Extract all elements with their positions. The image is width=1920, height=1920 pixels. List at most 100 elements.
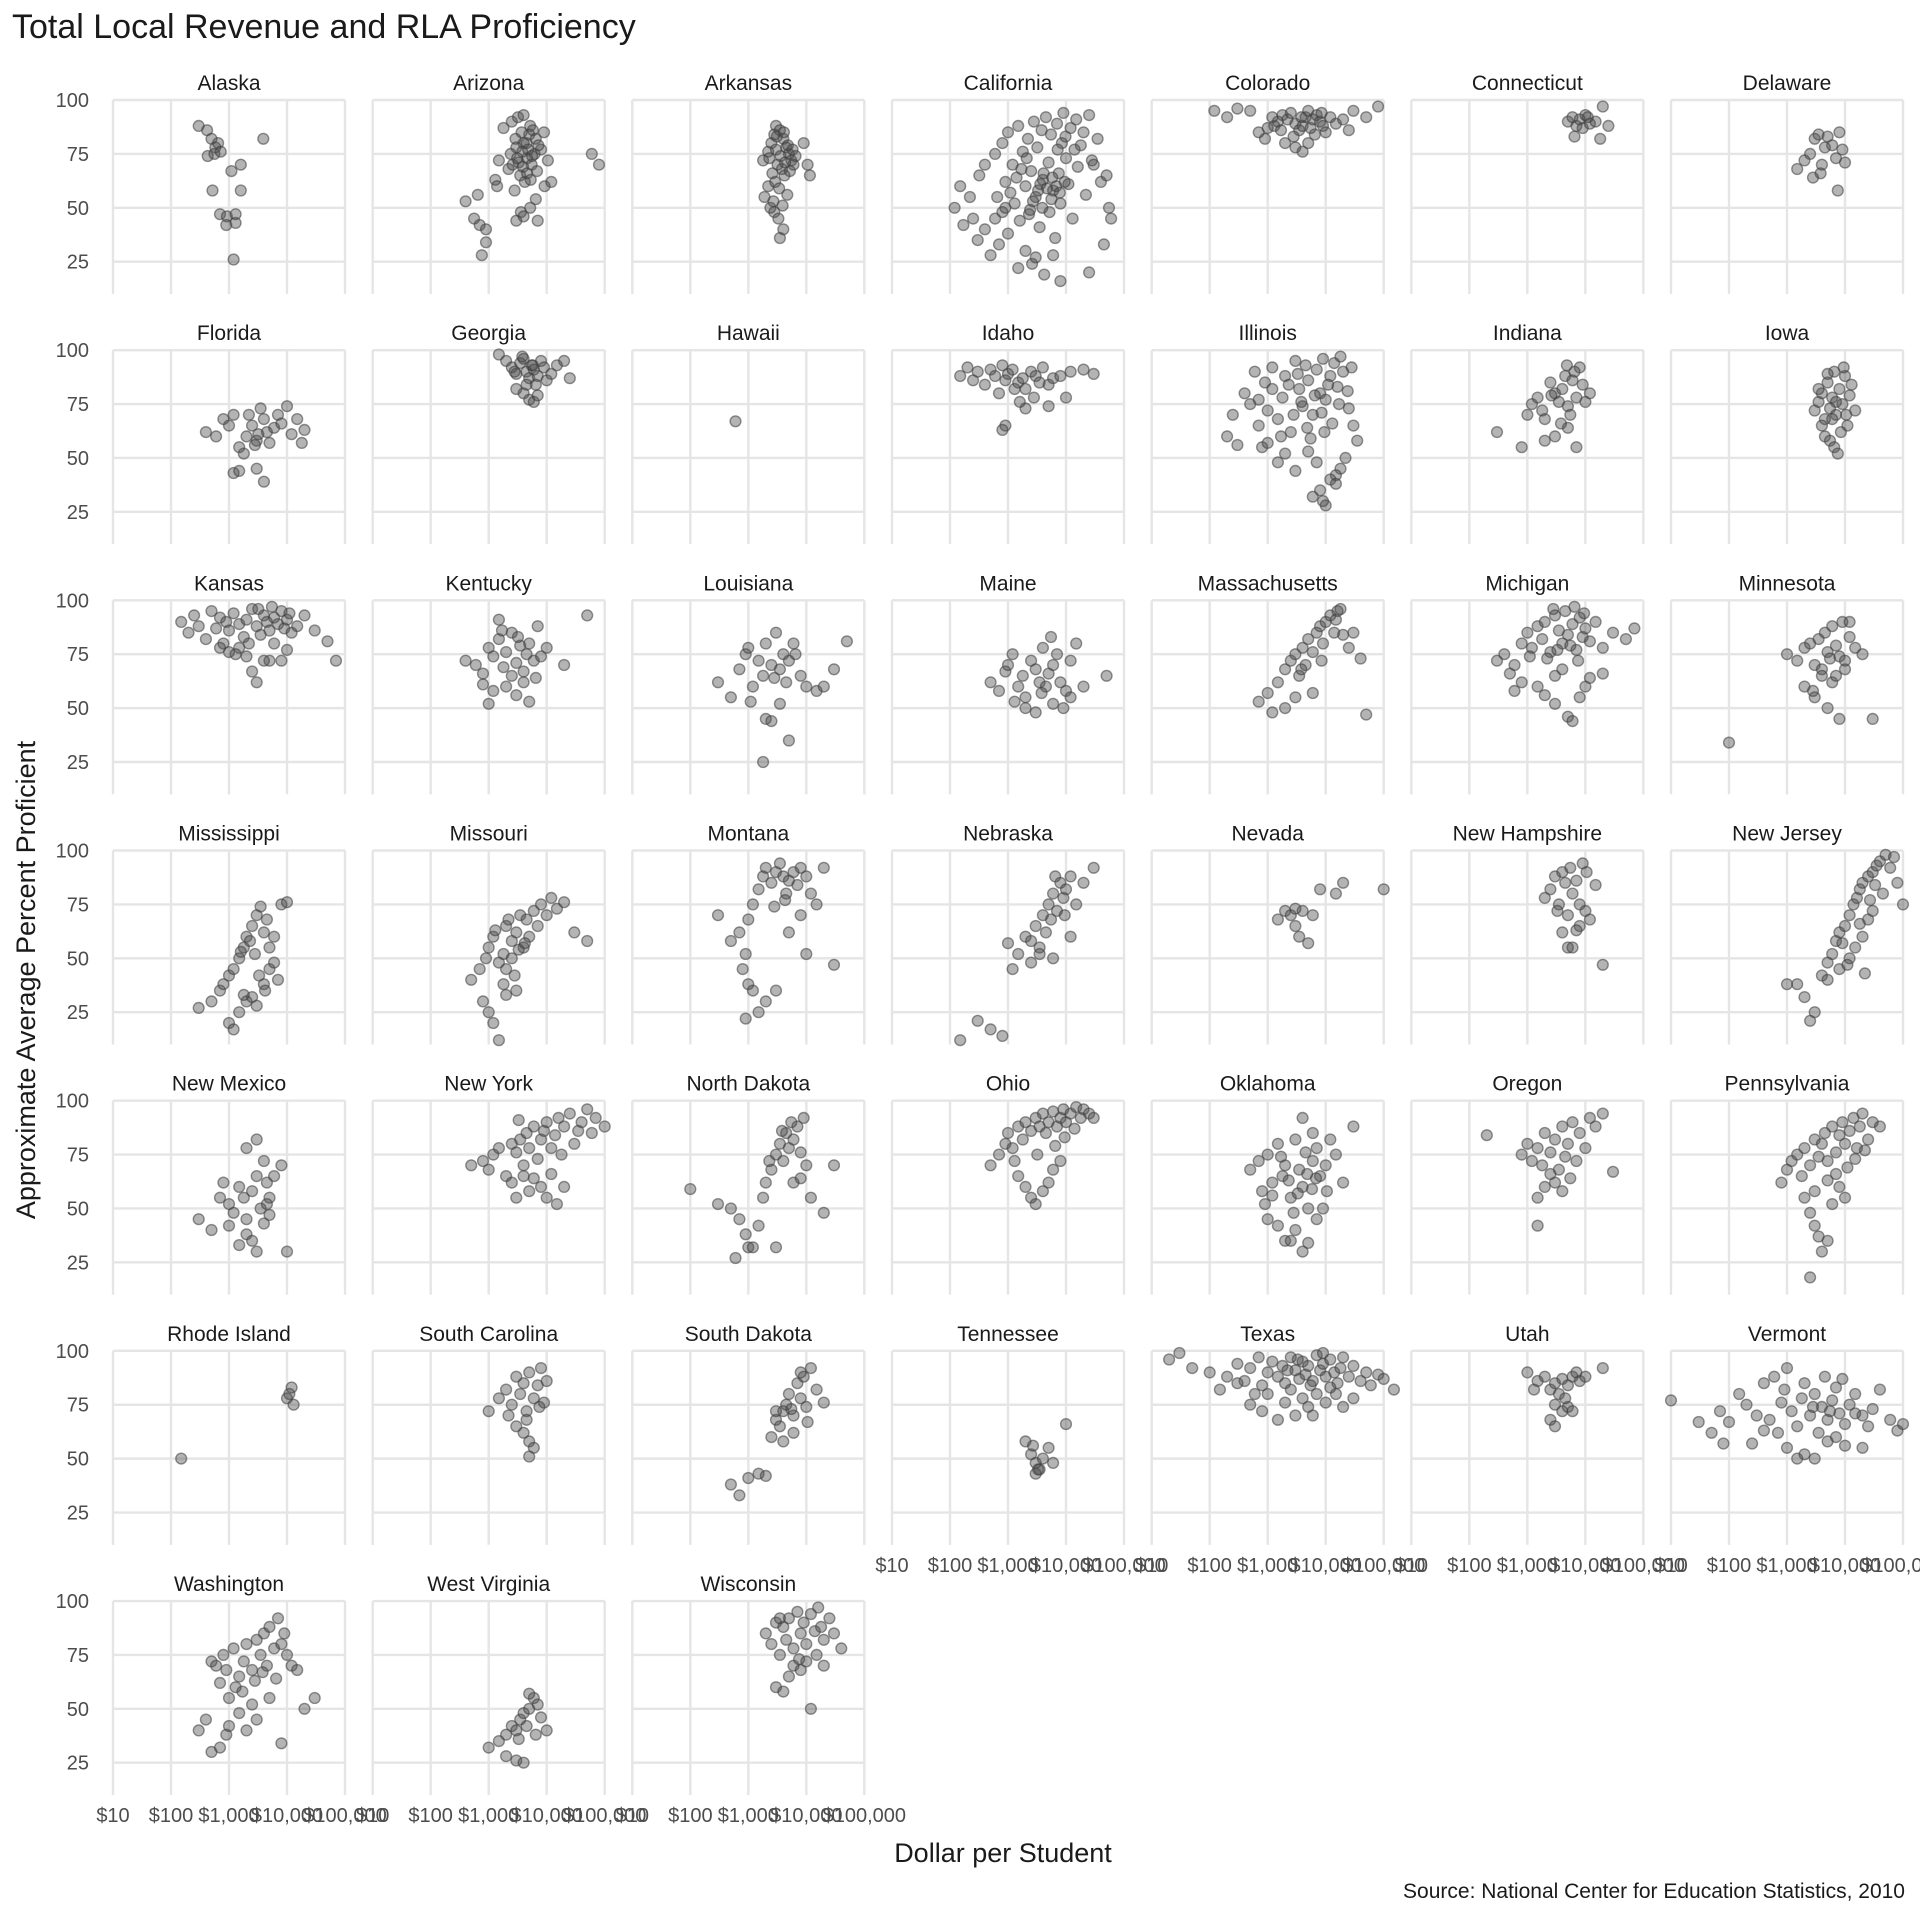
data-point <box>817 1633 830 1646</box>
data-point <box>1345 361 1358 374</box>
data-point <box>563 372 576 385</box>
data-point <box>794 1146 807 1159</box>
y-tick-label: 75 <box>67 644 89 666</box>
data-point <box>742 1471 755 1485</box>
data-point <box>479 236 493 249</box>
data-point <box>263 624 276 637</box>
data-point <box>1316 637 1330 650</box>
data-point <box>1302 374 1315 387</box>
data-point <box>1551 904 1564 918</box>
data-point <box>523 637 536 650</box>
data-point <box>520 913 533 926</box>
facet-panel: Louisiana <box>631 572 866 795</box>
data-point <box>1581 111 1594 124</box>
data-point <box>1012 262 1025 275</box>
data-point <box>810 898 823 911</box>
data-point <box>782 926 796 939</box>
data-point <box>557 1180 571 1194</box>
data-point <box>210 430 223 443</box>
y-tick-label: 100 <box>56 340 89 362</box>
data-point <box>487 650 500 663</box>
data-point <box>724 1202 738 1215</box>
data-point <box>1360 111 1373 124</box>
data-point <box>1573 1126 1586 1140</box>
facet-panel: Nevada <box>1150 823 1390 1045</box>
data-point <box>227 1023 240 1036</box>
facet-strip-label: Louisiana <box>703 572 793 595</box>
y-tick-label: 25 <box>67 252 89 274</box>
data-point <box>233 464 246 478</box>
data-point <box>971 365 984 378</box>
data-point <box>1310 1141 1323 1155</box>
data-point <box>308 1691 321 1705</box>
data-point <box>1315 406 1328 419</box>
data-point <box>1313 883 1327 896</box>
data-point <box>1745 1437 1759 1450</box>
data-point <box>971 234 984 247</box>
data-point <box>1306 490 1319 503</box>
data-point <box>222 1219 236 1232</box>
data-point <box>1861 1420 1875 1433</box>
data-point <box>1527 1383 1541 1396</box>
data-point <box>992 387 1006 400</box>
x-tick-label: $10 <box>1135 1555 1168 1577</box>
data-point <box>1100 669 1113 682</box>
data-point <box>1347 419 1360 432</box>
data-point <box>756 669 770 682</box>
data-point <box>1387 1383 1401 1396</box>
data-point <box>1064 654 1077 667</box>
data-point <box>242 408 256 421</box>
data-point <box>1329 887 1343 900</box>
data-point <box>1034 178 1047 191</box>
data-point <box>954 369 967 383</box>
data-point <box>275 1737 288 1750</box>
data-point <box>1321 378 1335 391</box>
data-point <box>469 658 482 672</box>
data-point <box>1596 958 1609 971</box>
data-point <box>1319 126 1332 139</box>
data-point <box>271 973 285 986</box>
data-point <box>1791 978 1804 991</box>
data-point <box>1896 1417 1910 1431</box>
data-point <box>257 1154 271 1168</box>
data-point <box>240 650 253 663</box>
data-point <box>512 1113 525 1127</box>
data-point <box>992 238 1006 251</box>
facet-panel: Connecticut <box>1410 72 1645 294</box>
data-point <box>1566 1116 1579 1129</box>
x-tick-label: $10,000 <box>251 1805 323 1827</box>
data-point <box>250 1169 263 1183</box>
data-point <box>1538 413 1551 426</box>
data-point <box>246 1698 259 1711</box>
data-point <box>500 962 513 976</box>
x-tick-label: $10 <box>875 1555 908 1577</box>
data-point <box>1049 231 1062 245</box>
data-point <box>1803 1159 1817 1172</box>
data-point <box>1498 648 1511 661</box>
data-point <box>589 1111 602 1125</box>
data-point <box>1296 1392 1309 1405</box>
data-point <box>1806 1400 1820 1414</box>
data-point <box>1271 676 1285 689</box>
data-point <box>1231 1357 1244 1370</box>
data-point <box>1341 385 1354 398</box>
data-point <box>1077 876 1090 889</box>
data-point <box>1866 1402 1879 1416</box>
x-tick-label: $1,000 <box>1237 1555 1298 1577</box>
data-point <box>1023 203 1037 217</box>
data-point <box>237 447 250 460</box>
y-tick-label: 25 <box>67 1753 89 1775</box>
facet-panel: New Hampshire <box>1410 823 1645 1045</box>
facet-panel: Mississippi 25 50 75 100 <box>56 823 347 1045</box>
data-point <box>222 624 236 637</box>
data-point <box>1564 861 1577 874</box>
data-point <box>1347 1392 1360 1405</box>
data-point <box>497 978 510 991</box>
data-point <box>1583 387 1597 400</box>
data-point <box>1289 1409 1302 1422</box>
data-point <box>1576 378 1589 391</box>
data-point <box>1301 421 1314 434</box>
data-point <box>961 361 974 374</box>
data-point <box>742 913 755 926</box>
data-point <box>1570 1154 1583 1168</box>
